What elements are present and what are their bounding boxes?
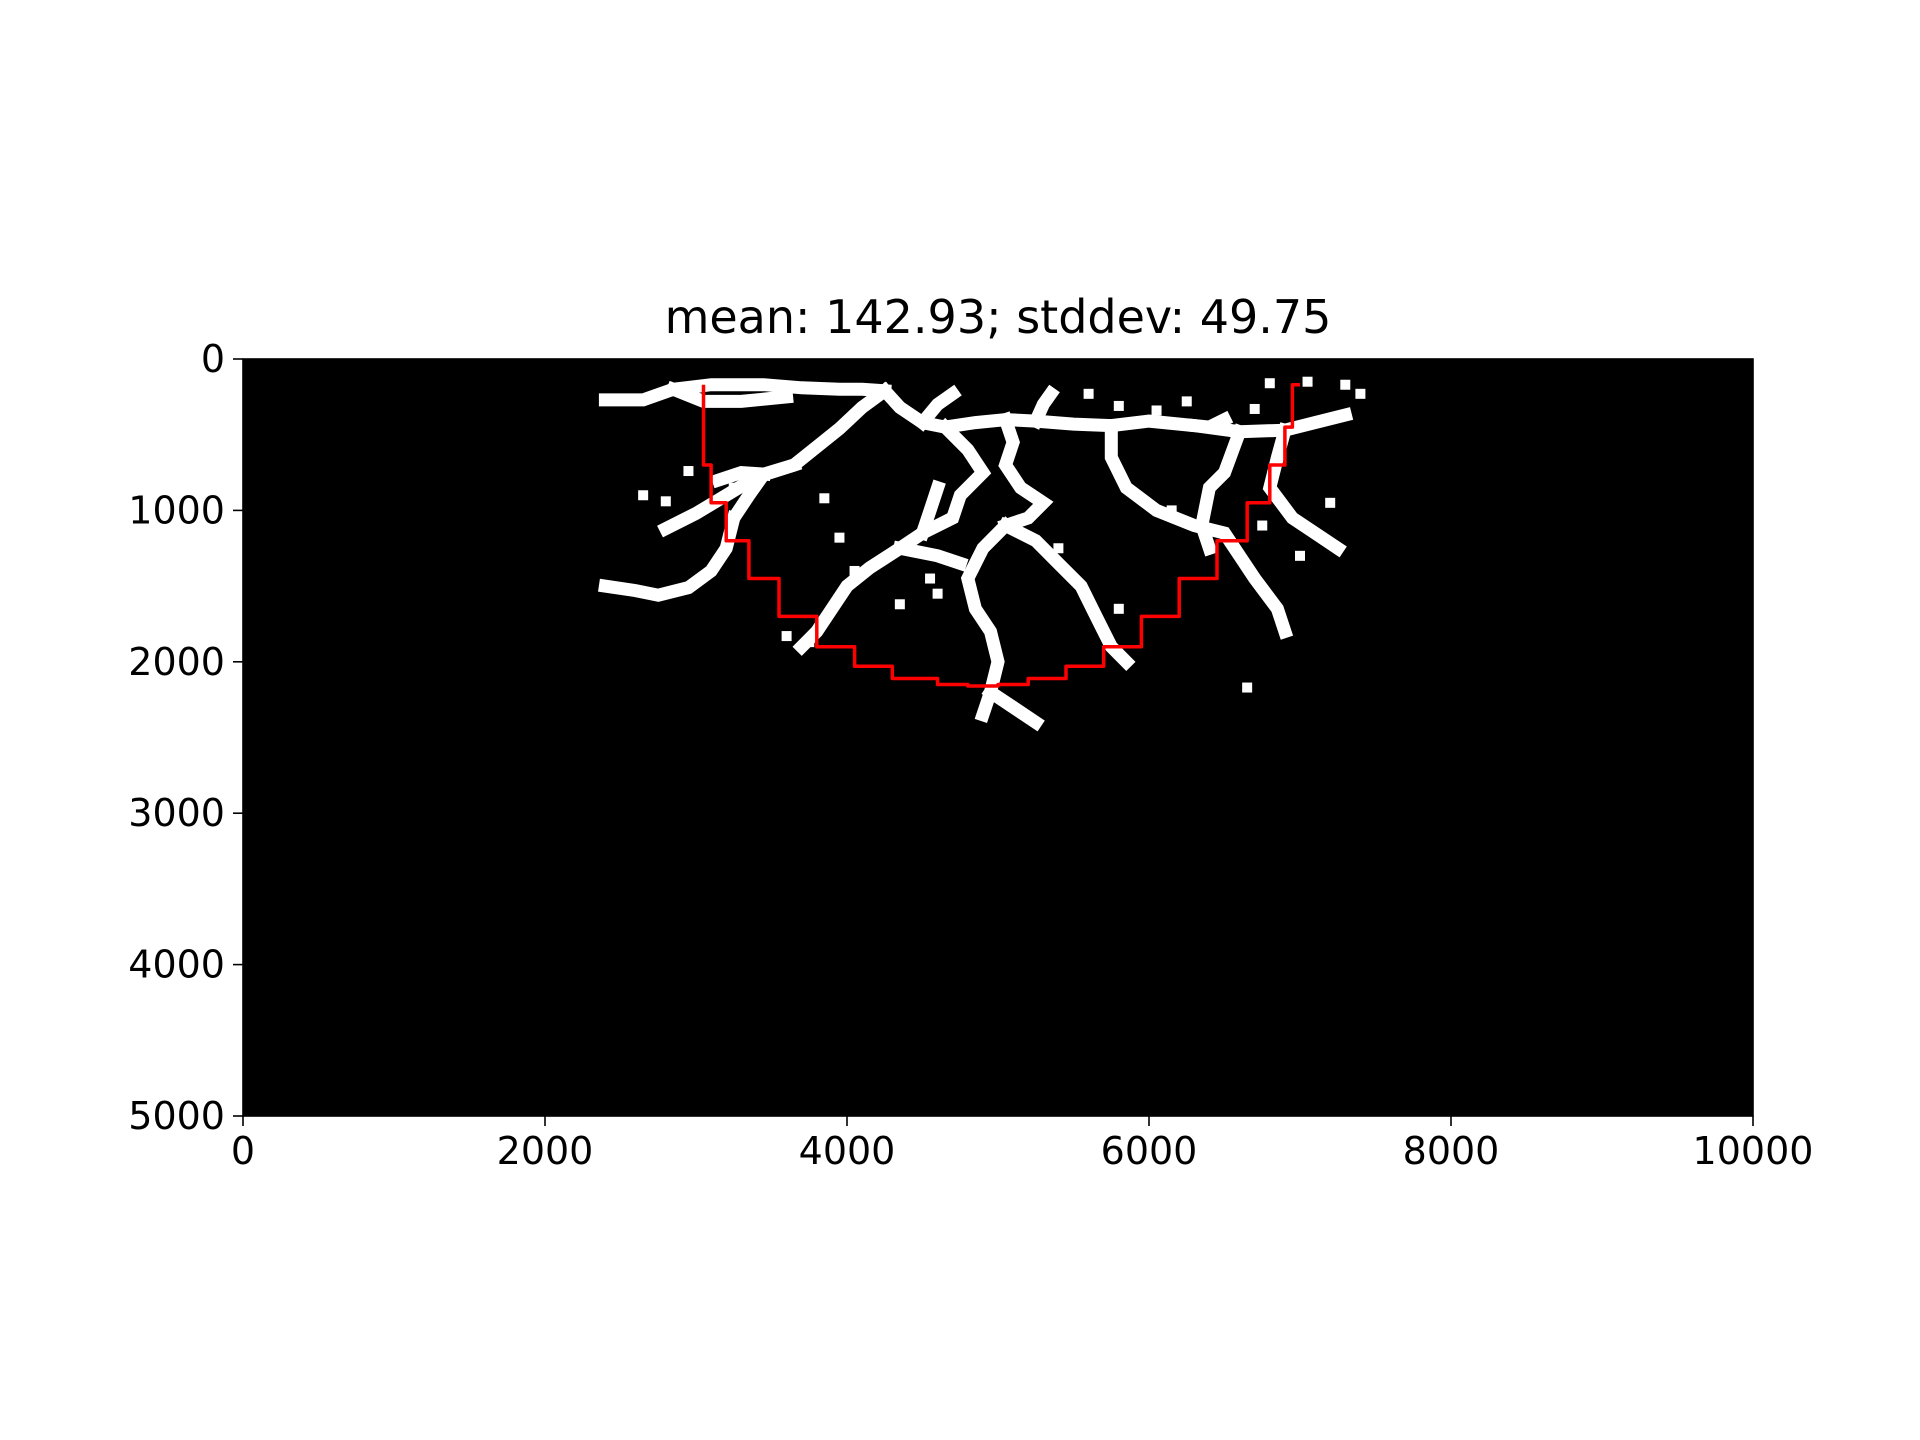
root-segment [1262, 422, 1347, 558]
x-tick-label: 2000 [497, 1129, 594, 1173]
root-speck [1166, 505, 1177, 516]
root-speck [1249, 403, 1260, 414]
root-segment [997, 411, 1054, 534]
root-segment [598, 510, 742, 602]
root-segment [664, 380, 794, 408]
root-speck [1083, 388, 1094, 399]
plot-area [243, 359, 1753, 1116]
root-segment [1027, 384, 1060, 430]
root-speck [1302, 376, 1313, 387]
root-speck [1181, 396, 1192, 407]
root-speck [1355, 388, 1366, 399]
fitted-curve [701, 382, 1300, 688]
root-segment [1195, 423, 1248, 557]
root-speck [660, 496, 671, 507]
y-tick-label: 1000 [128, 488, 225, 532]
root-segment [913, 384, 962, 432]
root-speck [638, 490, 649, 501]
root-segment [892, 540, 969, 572]
chart-title: mean: 142.93; stddev: 49.75 [665, 290, 1332, 344]
x-tick-label: 0 [231, 1129, 255, 1173]
root-mask-layer [598, 376, 1366, 732]
root-segment [981, 683, 1045, 732]
root-speck [932, 588, 943, 599]
root-speck [1242, 682, 1253, 693]
root-segment [710, 466, 771, 489]
y-tick-label: 3000 [128, 791, 225, 835]
root-speck [1151, 405, 1162, 416]
root-segment [598, 378, 892, 407]
root-speck [1340, 379, 1351, 390]
root-speck [1264, 378, 1275, 389]
root-segment [792, 417, 992, 656]
root-speck [728, 482, 739, 493]
root-speck [683, 466, 694, 477]
x-tick-label: 6000 [1101, 1129, 1198, 1173]
root-speck [819, 493, 830, 504]
root-segment [1187, 410, 1234, 434]
y-tick-label: 4000 [128, 943, 225, 987]
root-segment [875, 381, 1119, 434]
root-speck [834, 532, 845, 543]
root-speck [925, 573, 936, 584]
y-tick-label: 2000 [128, 640, 225, 684]
root-speck [894, 599, 905, 610]
axes-frame [242, 358, 1754, 1117]
root-speck [804, 637, 815, 648]
root-speck [849, 565, 860, 576]
axes-layer: 0 2000 4000 6000 8000 10000 0 1000 2000 3000 4000 5… [128, 337, 1813, 1173]
root-speck [1113, 603, 1124, 614]
x-tick-label: 10000 [1693, 1129, 1814, 1173]
x-tick-label: 4000 [799, 1129, 896, 1173]
root-speck [1257, 520, 1268, 531]
root-segment [914, 479, 946, 542]
y-tick-label: 0 [201, 337, 225, 381]
root-segment [724, 381, 894, 528]
root-speck [1325, 497, 1336, 508]
y-tick-label: 5000 [128, 1094, 225, 1138]
root-speck [1053, 543, 1064, 554]
curve-layer [701, 382, 1300, 688]
root-speck [1295, 550, 1305, 561]
root-speck [781, 631, 792, 642]
root-speck [1113, 400, 1124, 411]
x-tick-label: 8000 [1403, 1129, 1500, 1173]
